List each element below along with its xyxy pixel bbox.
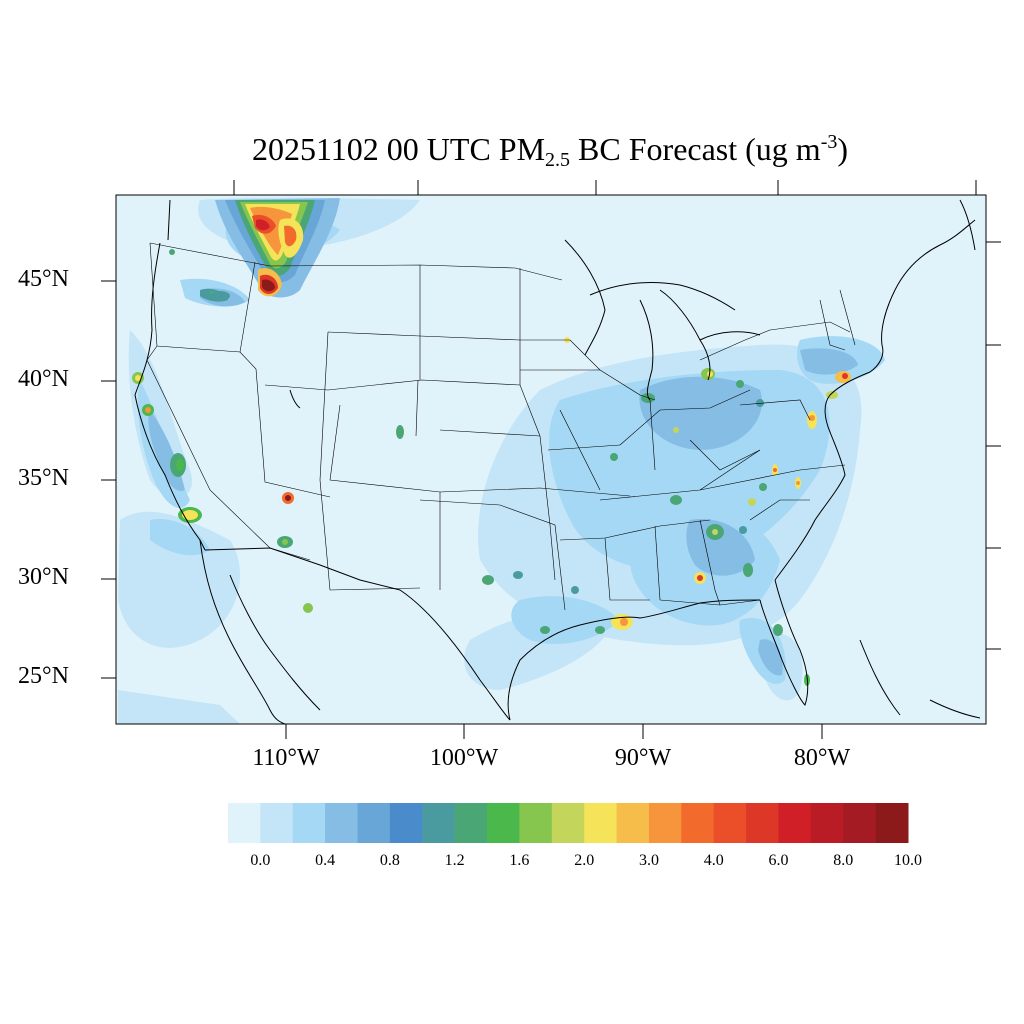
colorbar-tick-label: 1.2 (444, 852, 465, 869)
colorbar-swatch (551, 803, 585, 843)
hotspot-nc-1 (772, 464, 778, 476)
hotspot-pittsburgh (756, 399, 764, 407)
colorbar-swatch (260, 803, 294, 843)
colorbar-tick-label: 6.0 (768, 852, 789, 869)
hotspot-ga-3 (743, 563, 753, 577)
hotspot-denver (396, 425, 404, 439)
lat-label-25n: 25°N (18, 663, 69, 689)
colorbar-swatch (422, 803, 456, 843)
colorbar-tick-label: 0.8 (379, 852, 400, 869)
hotspot-atlanta (706, 524, 724, 540)
hotspot-ga-2 (739, 526, 747, 534)
hotspot-indianapolis (673, 427, 679, 433)
colorbar-swatch (648, 803, 682, 843)
lon-label-100w: 100°W (429, 745, 499, 771)
map-frame (115, 194, 987, 725)
colorbar-tick-label: 0.4 (315, 852, 336, 869)
colorbar-swatch (487, 803, 520, 843)
coastlines (134, 199, 981, 724)
hotspot-washington (807, 411, 817, 429)
hotspot-charlotte (748, 498, 756, 506)
lon-label-80w: 80°W (793, 745, 851, 771)
hotspot-new-york (835, 371, 851, 383)
colorbar-tick-label: 0.0 (250, 852, 271, 869)
hotspot-oregon (210, 291, 230, 301)
colorbar-swatch (746, 803, 779, 843)
hotspot-washington-state (169, 249, 175, 255)
colorbar-swatch (519, 803, 553, 843)
hotspot-bay-area (142, 404, 154, 416)
lat-label-45n: 45°N (18, 266, 69, 292)
hotspot-tennessee (670, 495, 682, 505)
hotspot-st-louis (610, 453, 618, 461)
hotspot-dallas (482, 575, 494, 585)
concentration-field (118, 197, 981, 724)
hotspot-louisiana (571, 586, 579, 594)
hotspots (132, 249, 851, 686)
hotspot-florida-1 (773, 624, 783, 636)
smoke-plume (200, 198, 340, 302)
title-superscript: -3 (820, 131, 838, 153)
hotspot-detroit (701, 368, 715, 380)
lat-label-35n: 35°N (18, 465, 69, 491)
lon-label-110w: 110°W (252, 745, 320, 771)
hotspot-az-fire (282, 492, 294, 504)
hotspot-nc-3 (759, 483, 767, 491)
colorbar-swatch (875, 803, 909, 843)
colorbar-swatch (325, 803, 359, 843)
title-mid: BC Forecast (ug m (570, 131, 821, 167)
colorbar-swatch (681, 803, 715, 843)
colorbar-tick-label: 2.0 (574, 852, 595, 869)
hotspot-gulf-1 (611, 614, 633, 630)
colorbar-swatch (357, 803, 391, 843)
lon-label-90w: 90°W (614, 745, 672, 771)
hotspot-phoenix (277, 536, 293, 548)
hotspot-nc-2 (795, 477, 801, 489)
title-end: ) (837, 131, 849, 167)
lat-label-30n: 30°N (18, 564, 69, 590)
hotspot-mexico (303, 603, 313, 613)
colorbar-tick-label: 3.0 (638, 852, 659, 869)
title-subscript: 2.5 (545, 149, 571, 171)
colorbar-tick-label: 10.0 (894, 852, 922, 869)
colorbar-swatch (810, 803, 844, 843)
colorbar-swatch (713, 803, 747, 843)
colorbar-tick-label: 8.0 (833, 852, 854, 869)
title-main: 20251102 00 UTC PM (251, 131, 546, 167)
colorbar-swatch (616, 803, 650, 843)
colorbar-swatch (292, 803, 326, 843)
hotspot-texas-2 (513, 571, 523, 579)
colorbar-swatch (454, 803, 488, 843)
hotspot-ca-north (132, 372, 144, 384)
hotspot-chicago (641, 393, 655, 403)
axis-ticks (101, 180, 1001, 739)
colorbar-swatch (584, 803, 618, 843)
hotspot-gulf-2 (595, 626, 605, 634)
hotspot-ohio (736, 380, 744, 388)
colorbar-swatch (843, 803, 877, 843)
hotspot-houston (540, 626, 550, 634)
state-boundaries (146, 242, 856, 611)
colorbar-swatch (778, 803, 812, 843)
colorbar (228, 803, 909, 843)
colorbar-swatch (389, 803, 423, 843)
colorbar-swatch (228, 803, 261, 843)
hotspot-los-angeles (178, 507, 202, 523)
colorbar-tick-label: 4.0 (703, 852, 724, 869)
hotspot-ca-central (170, 453, 186, 477)
hotspot-alabama-fire (694, 572, 706, 584)
lat-label-40n: 40°N (18, 366, 69, 392)
colorbar-tick-label: 1.6 (509, 852, 530, 869)
map-title: 20251102 00 UTC PM2.5 BC Forecast (ug m-… (0, 118, 1024, 184)
hotspot-florida-2 (804, 674, 810, 686)
